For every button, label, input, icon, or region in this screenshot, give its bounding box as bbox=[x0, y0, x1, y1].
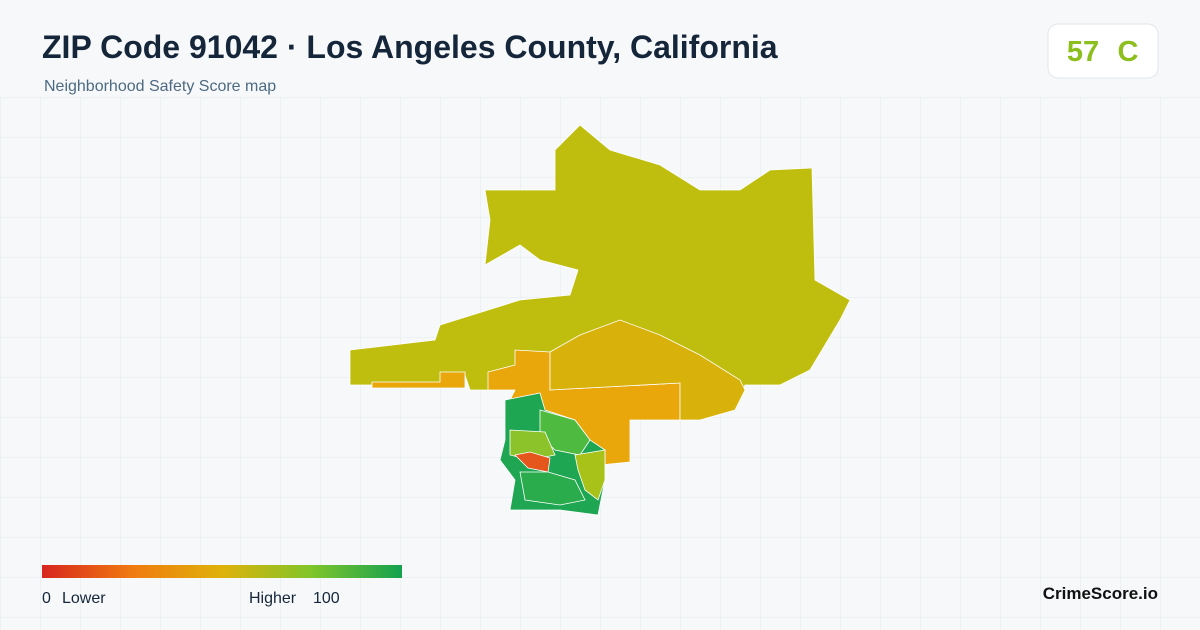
region-yellow bbox=[549, 319, 746, 421]
region-green2 bbox=[519, 471, 586, 506]
score-grade: C bbox=[1118, 36, 1139, 68]
legend-min: 0 bbox=[42, 590, 51, 607]
brand: CrimeScore.io bbox=[1043, 584, 1158, 603]
legend-max: 100 bbox=[313, 590, 340, 607]
legend-min-label: Lower bbox=[62, 590, 106, 607]
title: ZIP Code 91042 · Los Angeles County, Cal… bbox=[42, 29, 778, 65]
subtitle: Neighborhood Safety Score map bbox=[44, 78, 276, 95]
region-orange bbox=[371, 371, 466, 389]
score-box bbox=[1047, 23, 1159, 79]
map bbox=[349, 124, 851, 516]
region-olive bbox=[574, 449, 606, 501]
legend-max-label: Higher bbox=[249, 590, 297, 607]
score-value: 57 bbox=[1067, 36, 1099, 68]
region-red bbox=[514, 451, 551, 473]
legend-bar bbox=[42, 565, 402, 578]
